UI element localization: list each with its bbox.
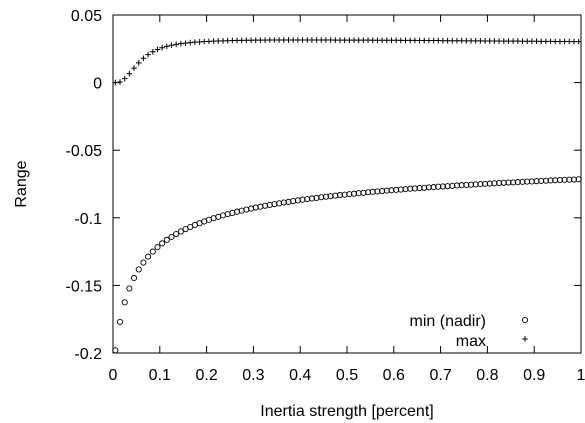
data-point-max — [117, 79, 123, 85]
y-tick-label: -0.15 — [66, 278, 103, 295]
y-axis-label: Range — [13, 160, 30, 207]
legend-marker-min-nadir — [522, 317, 527, 322]
data-point-min-nadir — [136, 267, 141, 272]
x-tick-label: 0.5 — [336, 367, 358, 384]
series-marks — [113, 37, 582, 353]
data-point-max — [183, 40, 189, 46]
data-point-min-nadir — [150, 249, 155, 254]
data-point-min-nadir — [146, 254, 151, 259]
x-tick-label: 0 — [109, 367, 118, 384]
legend: min (nadir) max — [410, 313, 528, 350]
y-tick-label: -0.2 — [74, 346, 102, 363]
x-tick-label: 0.2 — [195, 367, 217, 384]
legend-label-min-nadir: min (nadir) — [410, 313, 486, 330]
tick-labels: 0 0.1 0.2 0.3 0.4 0.5 0.6 0.7 0.8 0.9 1 0.05 0 -0.05 -… — [66, 8, 585, 384]
data-point-max — [169, 42, 175, 48]
data-point-max — [136, 60, 142, 66]
legend-marker-max — [522, 336, 528, 342]
legend-marks — [522, 317, 528, 341]
x-tick-label: 0.3 — [242, 367, 264, 384]
y-tick-label: 0 — [93, 76, 102, 93]
data-point-max — [141, 55, 147, 61]
data-point-max — [178, 41, 184, 47]
x-tick-label: 0.9 — [523, 367, 545, 384]
data-point-min-nadir — [131, 275, 136, 280]
data-point-min-nadir — [113, 348, 118, 353]
x-axis-label: Inertia strength [percent] — [260, 403, 433, 420]
series-min-nadir — [113, 177, 582, 353]
data-point-max — [164, 44, 170, 50]
data-point-min-nadir — [155, 245, 160, 250]
legend-label-max: max — [456, 333, 486, 350]
data-point-max — [131, 65, 137, 71]
x-tick-label: 0.7 — [429, 367, 451, 384]
y-tick-label: -0.05 — [66, 143, 103, 160]
data-point-min-nadir — [141, 260, 146, 265]
series-max — [113, 37, 582, 85]
data-point-min-nadir — [164, 237, 169, 242]
x-tick-label: 0.4 — [289, 367, 311, 384]
x-tick-label: 1 — [577, 367, 585, 384]
data-point-min-nadir — [127, 286, 132, 291]
data-point-min-nadir — [122, 300, 127, 305]
data-point-max — [122, 76, 128, 82]
x-tick-label: 0.1 — [149, 367, 171, 384]
data-point-min-nadir — [160, 241, 165, 246]
data-point-max — [127, 71, 133, 77]
data-point-min-nadir — [117, 319, 122, 324]
x-tick-label: 0.8 — [476, 367, 498, 384]
y-tick-label: -0.1 — [74, 211, 102, 228]
data-point-max — [145, 52, 151, 58]
y-tick-label: 0.05 — [71, 8, 102, 25]
data-point-max — [173, 42, 179, 48]
x-tick-label: 0.6 — [383, 367, 405, 384]
